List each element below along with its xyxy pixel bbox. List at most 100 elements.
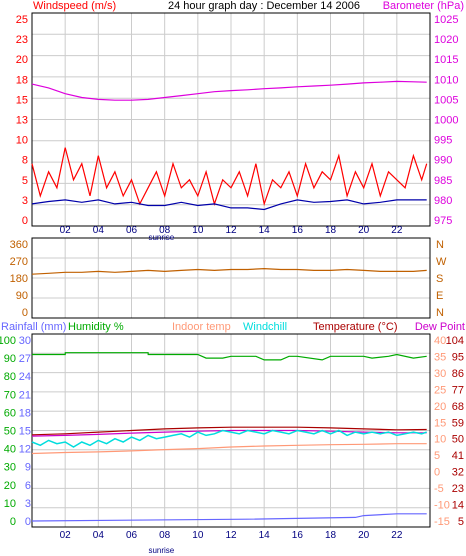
x-tick-label: 06 xyxy=(126,530,138,541)
humidity-tick-label: 70 xyxy=(4,389,16,401)
barometer-tick-label: 1025 xyxy=(434,14,458,26)
humidity-tick-label: 40 xyxy=(4,444,16,456)
fahrenheit-tick-label: 68 xyxy=(452,401,464,413)
direction-tick-label: 90 xyxy=(16,290,28,302)
fahrenheit-tick-label: 77 xyxy=(452,384,464,396)
wind-gust-line xyxy=(31,147,428,207)
celsius-tick-label: 0 xyxy=(434,467,440,479)
direction-tick-label: 270 xyxy=(10,256,28,268)
celsius-tick-label: -10 xyxy=(434,500,450,512)
sunrise-label-top: sunrise xyxy=(148,233,174,242)
barometer-tick-label: 990 xyxy=(434,155,452,167)
x-tick-label: 04 xyxy=(93,225,105,236)
barometer-tick-label: 995 xyxy=(434,135,452,147)
fahrenheit-tick-label: 104 xyxy=(446,335,464,347)
celsius-tick-label: 25 xyxy=(434,384,446,396)
panel2-grid xyxy=(32,238,430,318)
celsius-tick-label: 40 xyxy=(434,335,446,347)
barometer-tick-label: 1005 xyxy=(434,94,458,106)
panel3-series xyxy=(31,352,427,522)
rainfall-legend: Rainfall (mm) xyxy=(1,321,66,333)
celsius-tick-label: 35 xyxy=(434,351,446,363)
direction-tick-label: 360 xyxy=(10,239,28,251)
compass-tick-label: E xyxy=(436,290,443,302)
x-tick-label: 18 xyxy=(325,530,337,541)
fahrenheit-tick-label: 41 xyxy=(452,450,464,462)
windchill-line xyxy=(31,429,427,448)
fahrenheit-tick-label: 23 xyxy=(452,483,464,495)
celsius-tick-label: -5 xyxy=(434,483,444,495)
x-tick-label: 06 xyxy=(126,225,138,236)
panel1-series xyxy=(31,80,428,211)
rain-tick-label: 24 xyxy=(19,371,31,383)
humidity-tick-label: 50 xyxy=(4,426,16,438)
rain-tick-label: 3 xyxy=(25,498,31,510)
wind-tick-label: 5 xyxy=(22,175,28,187)
fahrenheit-tick-label: 86 xyxy=(452,368,464,380)
x-tick-label: 02 xyxy=(60,225,72,236)
x-tick-label: 16 xyxy=(292,530,304,541)
celsius-tick-label: 5 xyxy=(434,450,440,462)
x-tick-label: 04 xyxy=(93,530,105,541)
windspeed-axis-title: Windspeed (m/s) xyxy=(33,0,116,12)
humidity-tick-label: 0 xyxy=(10,516,16,528)
panel2-series xyxy=(31,267,427,275)
x-tick-label: 10 xyxy=(192,530,204,541)
barometer-tick-label: 1020 xyxy=(434,34,458,46)
fahrenheit-tick-label: 5 xyxy=(458,516,464,528)
celsius-tick-label: 20 xyxy=(434,401,446,413)
humidity-line xyxy=(32,352,427,361)
fahrenheit-tick-label: 14 xyxy=(452,500,464,512)
humidity-legend: Humidity % xyxy=(68,321,124,333)
barometer-axis-title: Barometer (hPa) xyxy=(383,0,464,12)
humidity-tick-label: 100 xyxy=(0,335,16,347)
rain-tick-label: 12 xyxy=(19,444,31,456)
rain-tick-label: 9 xyxy=(25,462,31,474)
temperature-legend: Temperature (°C) xyxy=(313,321,397,333)
sunrise-label-bottom: sunrise xyxy=(148,546,174,555)
wind-tick-label: 20 xyxy=(16,54,28,66)
celsius-tick-label: 15 xyxy=(434,417,446,429)
wind-tick-label: 0 xyxy=(22,215,28,227)
dewpoint-legend: Dew Point xyxy=(415,321,465,333)
celsius-tick-label: 30 xyxy=(434,368,446,380)
x-tick-label: 16 xyxy=(292,225,304,236)
fahrenheit-tick-label: 32 xyxy=(452,467,464,479)
x-tick-label: 08 xyxy=(159,225,171,236)
humidity-tick-label: 10 xyxy=(4,498,16,510)
temperature-line xyxy=(31,426,427,436)
rain-tick-label: 27 xyxy=(19,353,31,365)
barometer-tick-label: 1000 xyxy=(434,115,458,127)
wind-average-line xyxy=(31,199,427,211)
humidity-tick-label: 90 xyxy=(4,353,16,365)
barometer-line xyxy=(31,80,427,101)
celsius-tick-label: 10 xyxy=(434,434,446,446)
x-tick-label: 14 xyxy=(259,225,271,236)
indoor-temp-legend: Indoor temp xyxy=(172,321,231,333)
rain-tick-label: 30 xyxy=(19,335,31,347)
wind-tick-label: 18 xyxy=(16,74,28,86)
rain-tick-label: 6 xyxy=(25,480,31,492)
wind-tick-label: 13 xyxy=(16,115,28,127)
direction-tick-label: 0 xyxy=(22,307,28,319)
wind-tick-label: 10 xyxy=(16,135,28,147)
x-tick-label: 20 xyxy=(358,225,370,236)
x-tick-label: 22 xyxy=(391,225,403,236)
x-tick-label: 18 xyxy=(325,225,337,236)
graph-title: 24 hour graph day : December 14 2006 xyxy=(168,0,360,12)
compass-tick-label: N xyxy=(436,239,444,251)
x-tick-label: 20 xyxy=(358,530,370,541)
barometer-tick-label: 1010 xyxy=(434,74,458,86)
x-tick-label: 22 xyxy=(391,530,403,541)
rain-tick-label: 18 xyxy=(19,407,31,419)
fahrenheit-tick-label: 59 xyxy=(452,417,464,429)
wind-tick-label: 15 xyxy=(16,94,28,106)
humidity-tick-label: 20 xyxy=(4,480,16,492)
dewpoint-line xyxy=(31,429,427,437)
panel2-frame xyxy=(31,237,431,319)
celsius-tick-label: -15 xyxy=(434,516,450,528)
x-tick-label: 12 xyxy=(225,530,237,541)
barometer-tick-label: 980 xyxy=(434,195,452,207)
